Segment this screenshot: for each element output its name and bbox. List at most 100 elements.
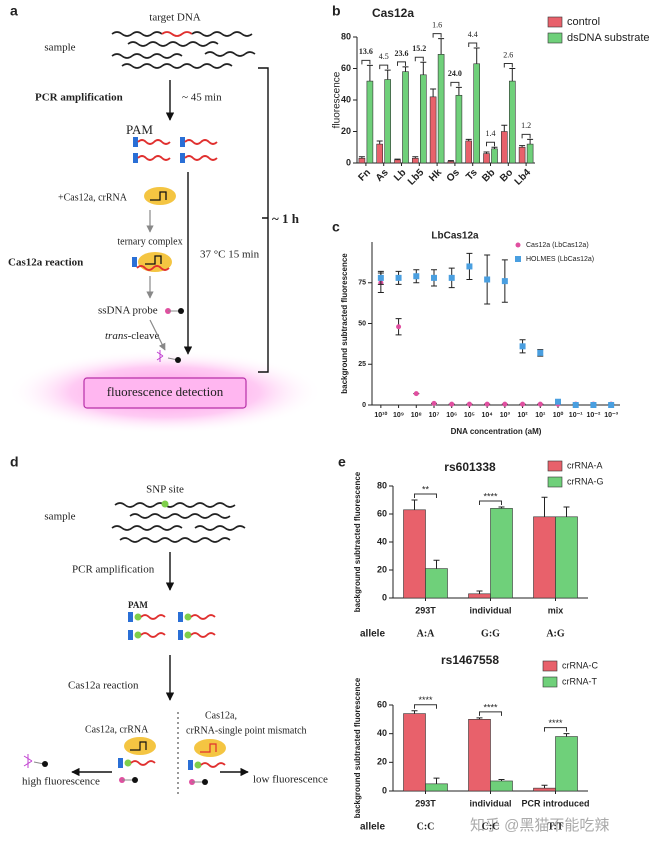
x-tick-label: mix (548, 605, 564, 615)
annotation: 4.5 (379, 52, 389, 61)
x-tick-label: PCR introduced (521, 798, 589, 808)
error-bar (498, 506, 505, 509)
label: ~ 45 min (182, 92, 222, 104)
bracket (414, 493, 437, 498)
error-bar (433, 777, 440, 784)
panel-label: b (332, 3, 341, 19)
point (519, 343, 526, 350)
x-tick-label: 10⁻³ (604, 412, 618, 419)
label: crRNA-single point mismatch (186, 725, 307, 736)
label: target DNA (149, 12, 200, 24)
label: Cas12a reaction (68, 680, 139, 692)
point (448, 274, 455, 281)
bar (455, 94, 463, 164)
allele: C:C (417, 821, 435, 832)
bar (526, 143, 534, 164)
bar (429, 96, 437, 164)
label: SNP site (146, 484, 184, 496)
label: Cas12a, (205, 710, 237, 721)
error-bar (491, 146, 498, 149)
y-tick-label: 80 (377, 480, 387, 490)
error-bar (366, 64, 373, 82)
y-tick-label: 20 (341, 126, 351, 136)
panel-label: a (10, 3, 18, 19)
bar (468, 593, 491, 599)
point (449, 401, 455, 407)
bracket (503, 63, 513, 68)
bracket (521, 133, 531, 139)
y-tick-label: 20 (377, 564, 387, 574)
significance: **** (483, 702, 498, 712)
point (484, 401, 490, 407)
bracket (544, 727, 567, 732)
x-axis-label: DNA concentration (aM) (451, 427, 542, 436)
bracket (479, 711, 502, 716)
label: high fluorescence (22, 776, 100, 788)
chart-title: LbCas12a (431, 231, 479, 242)
bar (490, 508, 513, 599)
chart: rs1467558 background subtracted fluoresce… (353, 653, 598, 832)
label: fluorescence detection (107, 384, 224, 399)
bar (555, 516, 578, 599)
legend-label: Cas12a (LbCas12a) (526, 242, 589, 249)
significance: **** (548, 718, 563, 728)
error-bar (483, 151, 490, 154)
label: PAM (128, 600, 148, 610)
bar (447, 161, 455, 164)
bracket (479, 500, 502, 505)
allele-label: allele (360, 629, 385, 640)
x-tick-label: Bo (498, 167, 515, 184)
panel-label: d (10, 454, 19, 470)
bar (403, 509, 426, 599)
error-bar (501, 124, 508, 132)
y-axis-label: background subtracted fluorescence (353, 677, 362, 818)
legend-marker (547, 32, 563, 44)
bar (437, 54, 445, 164)
label: PCR amplification (72, 564, 155, 576)
chart-title: rs601338 (444, 460, 496, 474)
legend-label: crRNA-T (562, 676, 597, 686)
y-tick-label: 50 (358, 320, 366, 327)
x-tick-label: As (374, 167, 391, 184)
annotation: 24.0 (448, 69, 462, 78)
legend-marker (515, 256, 521, 262)
allele: A:G (546, 628, 565, 639)
bracket (414, 56, 424, 62)
x-tick-label: 10⁻² (587, 412, 601, 419)
x-tick-label: 10⁻¹ (569, 412, 583, 419)
y-tick-label: 0 (362, 402, 366, 409)
bracket (486, 141, 495, 147)
point (502, 401, 508, 407)
legend-marker (542, 660, 558, 672)
x-tick-label: 293T (415, 605, 436, 615)
y-axis-label: background subtracted fluorescence (353, 471, 362, 612)
point (396, 324, 402, 330)
chart-title: rs1467558 (441, 653, 499, 667)
legend-label: dsDNA substrate (567, 32, 650, 44)
x-tick-label: individual (469, 798, 511, 808)
label: sample (44, 42, 75, 54)
x-tick-label: Lb4 (513, 167, 534, 188)
legend-label: crRNA-A (567, 460, 603, 470)
error-bar (433, 559, 440, 569)
point (572, 402, 579, 408)
chart: rs601338 background subtracted fluorescen… (353, 460, 603, 639)
label: trans-cleave (105, 330, 159, 342)
bar (518, 146, 526, 164)
point (395, 274, 402, 281)
error-bar (420, 61, 427, 75)
point (466, 401, 472, 407)
label: -cleave (128, 330, 160, 342)
y-axis-label: fluorescence (332, 71, 343, 128)
y-tick-label: 40 (377, 536, 387, 546)
annotation: 4.4 (468, 30, 478, 39)
label: PCR amplification (35, 92, 123, 104)
point (555, 398, 561, 405)
label: ~ 1 h (272, 211, 300, 226)
y-tick-label: 0 (382, 785, 387, 795)
diagram-d: SNP site sample PCR amplification PAM Ca… (22, 484, 328, 795)
x-tick-label: Fn (356, 167, 372, 183)
panel-label: e (338, 454, 346, 470)
label: low fluorescence (253, 774, 328, 786)
